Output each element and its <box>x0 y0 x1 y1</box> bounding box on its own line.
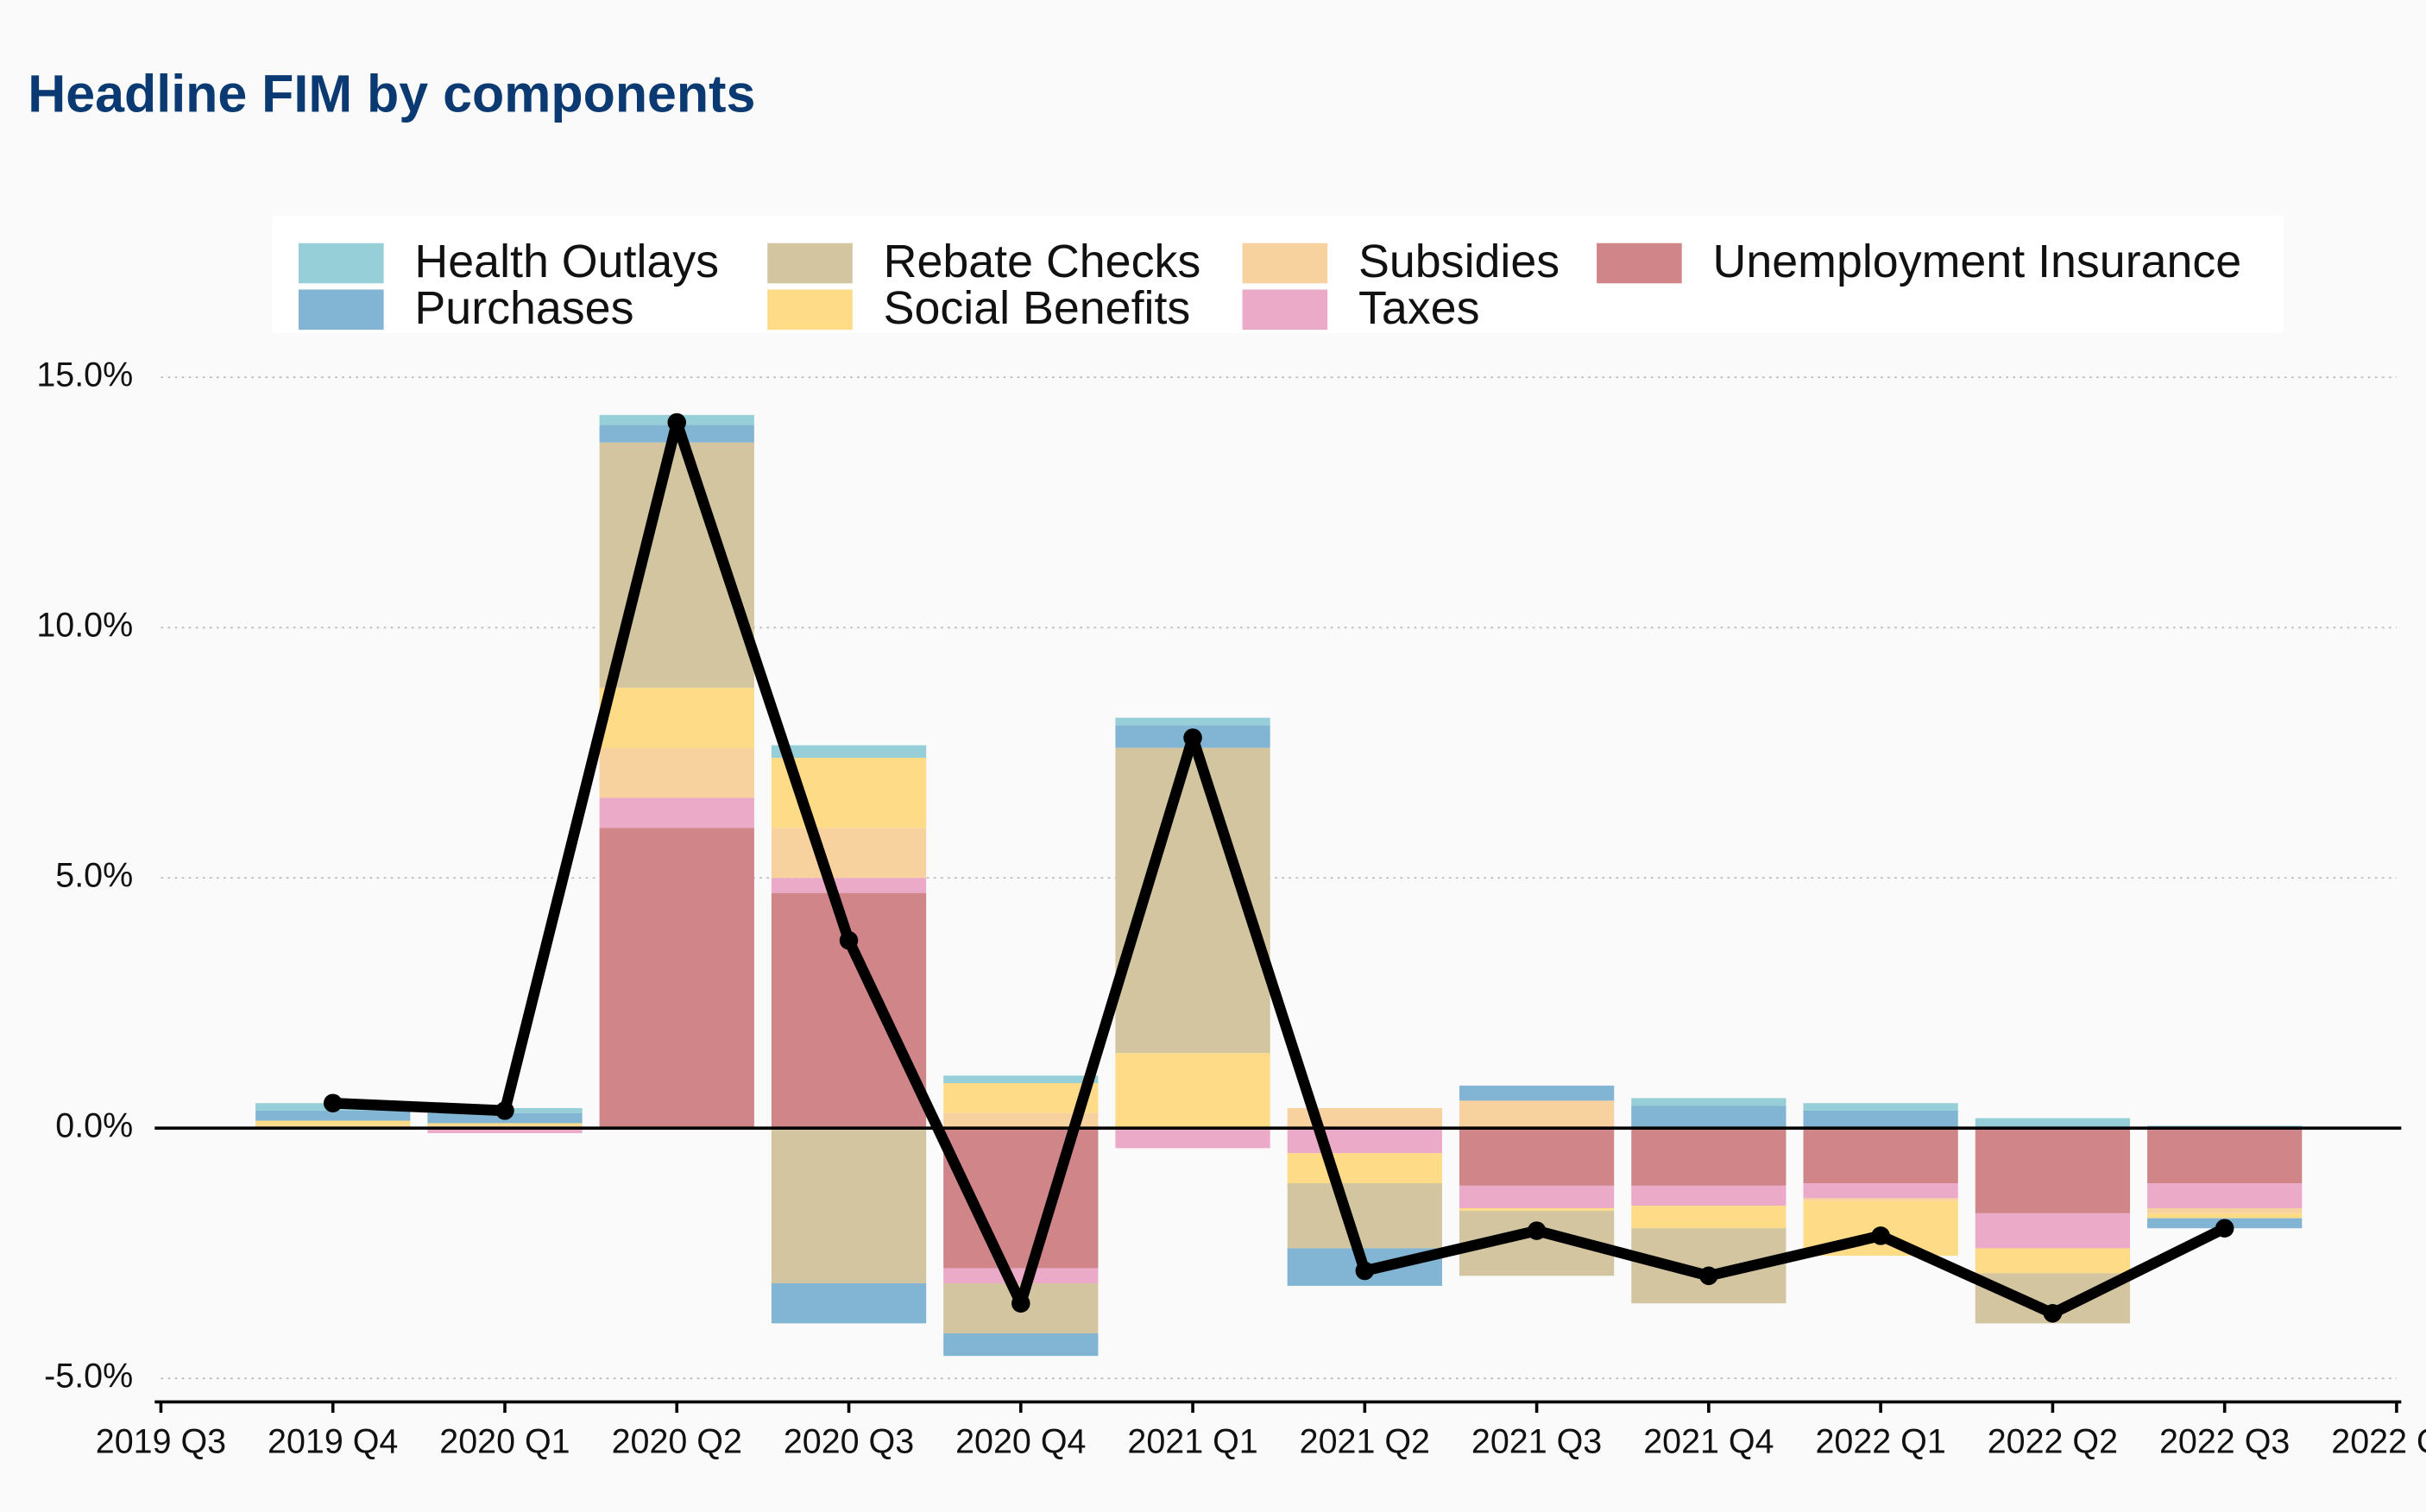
bar-segment <box>1459 1100 1615 1129</box>
x-tick-label: 2020 Q1 <box>439 1422 570 1460</box>
line-point <box>495 1101 514 1120</box>
bar-segment <box>255 1110 411 1121</box>
bar-segment <box>1631 1185 1786 1206</box>
bar-segment <box>1803 1103 1958 1111</box>
line-point <box>1355 1261 1375 1281</box>
y-tick-label: 5.0% <box>55 857 133 895</box>
x-tick-label: 2022 Q1 <box>1815 1422 1945 1460</box>
bar-segment <box>1459 1085 1615 1101</box>
bar-segment <box>771 1128 927 1284</box>
bar-segment <box>1803 1183 1958 1199</box>
bar-segment <box>943 1075 1099 1084</box>
bar-segment <box>1115 1053 1270 1129</box>
bar-segment <box>2147 1128 2303 1184</box>
legend-swatch <box>298 243 384 284</box>
bar-segment <box>1287 1183 1442 1249</box>
line-point <box>2043 1304 2063 1323</box>
bar-segment <box>599 687 754 748</box>
y-tick-label: 10.0% <box>36 607 133 645</box>
x-tick-label: 2021 Q4 <box>1643 1422 1774 1460</box>
chart-title: Headline FIM by components <box>28 64 755 123</box>
bar-segment <box>943 1112 1099 1129</box>
bar-segment <box>1975 1128 2131 1213</box>
bar-segment <box>2147 1213 2303 1219</box>
bar-segment <box>1287 1108 1442 1129</box>
y-tick-label: 15.0% <box>36 356 133 394</box>
legend-label: Subsidies <box>1358 236 1560 287</box>
x-tick-label: 2021 Q1 <box>1127 1422 1257 1460</box>
x-tick-label: 2022 Q2 <box>1988 1422 2118 1460</box>
line-point <box>839 930 859 950</box>
x-tick-label: 2022 Q3 <box>2159 1422 2290 1460</box>
bar-segment <box>1803 1110 1958 1129</box>
bar-segment <box>771 828 927 879</box>
bar-segment <box>1631 1098 1786 1106</box>
legend-label: Taxes <box>1358 282 1479 334</box>
bar-segment <box>771 1283 927 1324</box>
bar-segment <box>771 745 927 759</box>
bar-segment <box>943 1268 1099 1284</box>
bar-segment <box>427 1123 583 1126</box>
line-point <box>2215 1219 2234 1238</box>
bar-segment <box>2147 1208 2303 1213</box>
x-tick-label: 2021 Q2 <box>1300 1422 1430 1460</box>
legend-swatch <box>1597 243 1682 284</box>
legend-swatch <box>1242 243 1328 284</box>
bar-segment <box>599 747 754 798</box>
bar-segment <box>1459 1208 1615 1211</box>
y-tick-label: 0.0% <box>55 1107 133 1145</box>
line-point <box>1011 1294 1030 1313</box>
bar-segment <box>1459 1185 1615 1209</box>
bar-segment <box>255 1120 411 1126</box>
line-point <box>1527 1221 1547 1240</box>
legend-swatch <box>298 289 384 331</box>
line-point <box>1871 1226 1890 1245</box>
legend-label: Social Benefits <box>884 282 1191 334</box>
legend-swatch <box>767 289 853 331</box>
headline-line <box>332 417 2228 1320</box>
bar-segment <box>1631 1206 1786 1229</box>
legend-swatch <box>767 243 853 284</box>
line-point <box>1183 728 1202 747</box>
bar-segment <box>1975 1213 2131 1249</box>
x-tick-label: 2019 Q4 <box>268 1422 398 1460</box>
x-tick-label: 2021 Q3 <box>1471 1422 1602 1460</box>
bar-segment <box>1803 1128 1958 1184</box>
bar-segment <box>1459 1128 1615 1186</box>
line-point <box>1699 1266 1718 1286</box>
bar-segment <box>1803 1198 1958 1201</box>
y-tick-label: -5.0% <box>44 1358 133 1395</box>
bar-segment <box>1631 1106 1786 1129</box>
legend-label: Unemployment Insurance <box>1713 236 2242 287</box>
bar-segment <box>1287 1128 1442 1154</box>
x-tick-label: 2019 Q3 <box>96 1422 226 1460</box>
bar-segment <box>771 878 927 893</box>
bar-segment <box>1287 1153 1442 1184</box>
line-point <box>323 1093 343 1112</box>
legend-swatch <box>1242 289 1328 331</box>
x-tick-label: 2020 Q2 <box>612 1422 742 1460</box>
x-tick-label: 2022 Q4 <box>2331 1422 2426 1460</box>
bar-segment <box>943 1083 1099 1113</box>
line-point <box>667 413 687 432</box>
bar-segment <box>2147 1183 2303 1209</box>
legend-label: Rebate Checks <box>884 236 1201 287</box>
bar-segment <box>1975 1248 2131 1274</box>
legend-label: Purchases <box>414 282 633 334</box>
bar-segment <box>1115 717 1270 726</box>
bar-segment <box>427 1128 583 1134</box>
bar-segment <box>1631 1128 1786 1186</box>
bar-segment <box>1975 1118 2131 1129</box>
bar-segment <box>599 797 754 828</box>
bar-segment <box>599 828 754 1129</box>
bar-segment <box>1115 1128 1270 1149</box>
legend-label: Health Outlays <box>414 236 719 287</box>
bar-segment <box>943 1333 1099 1357</box>
x-tick-label: 2020 Q4 <box>955 1422 1086 1460</box>
x-tick-label: 2020 Q3 <box>784 1422 914 1460</box>
